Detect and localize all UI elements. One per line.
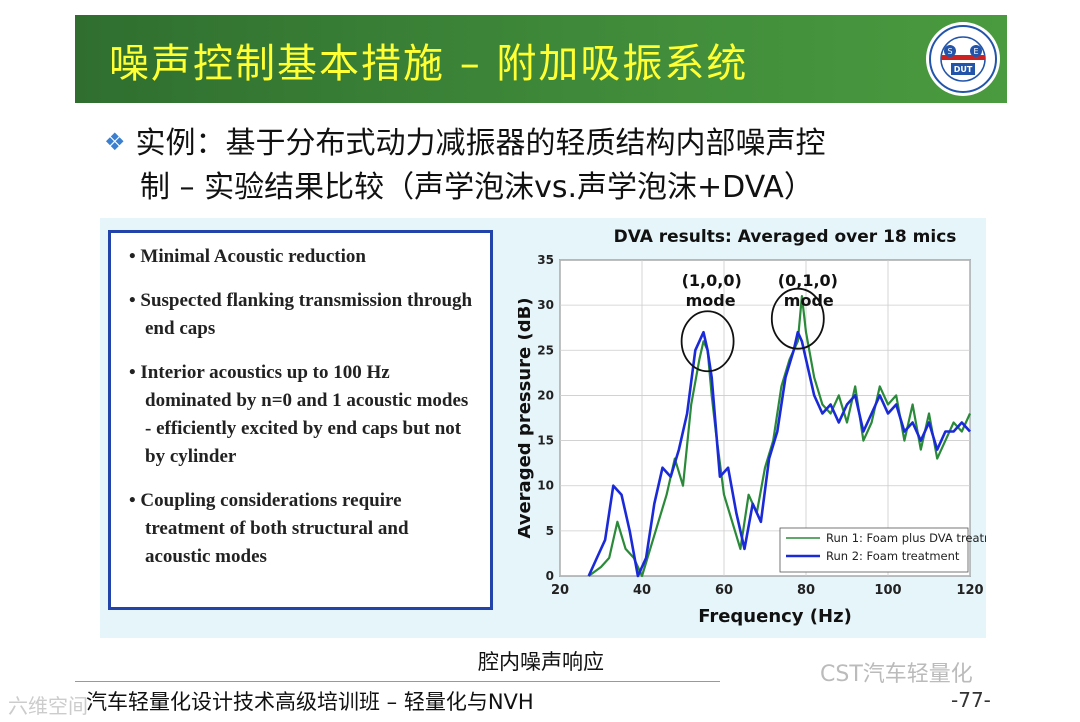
footer-divider	[75, 681, 720, 682]
page-number: -77-	[951, 688, 991, 712]
figure-caption: 腔内噪声响应	[478, 650, 604, 674]
mode-annotation-label: (0,1,0)	[778, 271, 838, 290]
y-tick-label: 10	[537, 479, 554, 493]
x-tick-label: 100	[874, 583, 901, 598]
watermark-left: 六维空间	[8, 694, 88, 718]
finding-item: • Coupling considerations require treatm…	[129, 490, 409, 567]
y-tick-label: 30	[537, 298, 554, 312]
mode-annotation-label: mode	[686, 291, 736, 310]
dut-logo-icon: S E DUT	[926, 22, 1000, 96]
bullet-line-2: 制 – 实验结果比较（声学泡沫vs.声学泡沫+DVA）	[140, 170, 814, 205]
y-tick-label: 35	[537, 253, 554, 267]
series-line-2	[587, 330, 971, 578]
main-bullet: ❖ 实例：基于分布式动力减振器的轻质结构内部噪声控 制 – 实验结果比较（声学泡沫…	[104, 120, 1004, 210]
diamond-bullet-icon: ❖	[104, 128, 126, 156]
y-tick-label: 15	[537, 434, 554, 448]
svg-text:S: S	[947, 47, 952, 56]
svg-text:E: E	[973, 47, 978, 56]
legend-entry: Run 1: Foam plus DVA treatment	[826, 531, 986, 545]
series-line-1	[588, 294, 972, 578]
y-tick-label: 20	[537, 388, 554, 402]
findings-box: • Minimal Acoustic reduction • Suspected…	[108, 230, 493, 610]
y-tick-label: 5	[546, 524, 554, 538]
y-axis-label: Averaged pressure (dB)	[518, 297, 535, 538]
finding-item: • Minimal Acoustic reduction	[129, 246, 366, 267]
finding-item: • Suspected flanking transmission throug…	[129, 290, 473, 339]
figure-panel: • Minimal Acoustic reduction • Suspected…	[100, 218, 986, 638]
bullet-line-1: 实例：基于分布式动力减振器的轻质结构内部噪声控	[135, 126, 826, 161]
mode-highlight-circle	[680, 310, 735, 373]
legend-box	[779, 527, 969, 573]
chart-title: DVA results: Averaged over 18 mics	[614, 227, 957, 247]
mode-annotation-label: (1,0,0)	[682, 271, 742, 290]
finding-item: • Interior acoustics up to 100 Hz domina…	[129, 362, 469, 467]
footer-text: 汽车轻量化设计技术高级培训班 – 轻量化与NVH	[86, 690, 534, 714]
slide-title: 噪声控制基本措施 – 附加吸振系统	[109, 41, 749, 87]
y-tick-label: 25	[537, 343, 554, 357]
x-tick-label: 60	[715, 583, 733, 598]
x-tick-label: 40	[633, 583, 651, 598]
x-tick-label: 120	[956, 583, 983, 598]
title-bar: 噪声控制基本措施 – 附加吸振系统 S E DUT	[75, 15, 1007, 103]
legend-entry: Run 2: Foam treatment	[826, 549, 960, 563]
mode-annotation-label: mode	[784, 291, 834, 310]
dva-results-chart: 20 40 60 80 100 120 0 5 10 15 20 25 30 35 DVA results:…	[518, 227, 986, 627]
svg-text:DUT: DUT	[954, 65, 973, 74]
y-tick-label: 0	[546, 569, 554, 583]
x-tick-label: 80	[797, 583, 815, 598]
mode-highlight-circle	[770, 287, 825, 350]
x-tick-label: 20	[551, 583, 569, 598]
x-axis-label: Frequency (Hz)	[698, 606, 852, 627]
watermark-cst: CST汽车轻量化	[820, 662, 973, 687]
